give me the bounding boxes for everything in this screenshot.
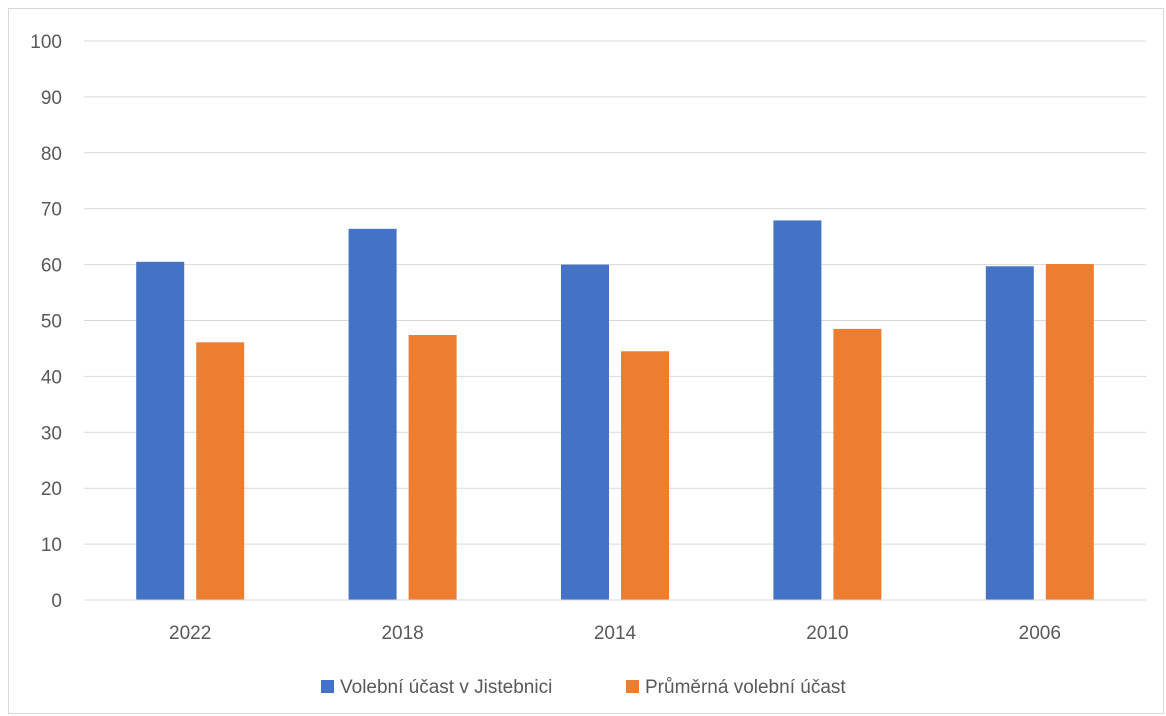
bar-average-2022: [196, 342, 245, 600]
x-tick-label: 2014: [594, 623, 637, 644]
legend-swatch: [626, 680, 639, 693]
bar-average-2006: [1045, 264, 1094, 600]
x-tick-label: 2018: [381, 623, 423, 644]
y-tick-label: 100: [30, 32, 62, 53]
x-tick-label: 2010: [806, 623, 848, 644]
legend: Volební účast v Jistebnici Průměrná voleb…: [321, 677, 846, 698]
x-tick-label: 2006: [1019, 623, 1061, 644]
gridlines: [84, 40, 1146, 545]
bar-average-2018: [408, 335, 457, 600]
y-tick-label: 0: [51, 591, 62, 612]
y-tick-label: 20: [41, 479, 62, 500]
x-tick-label: 2022: [169, 623, 211, 644]
bar-average-2014: [621, 351, 669, 600]
y-tick-label: 30: [41, 423, 62, 444]
legend-label: Průměrná volební účast: [645, 677, 846, 698]
bars: [136, 220, 1094, 600]
y-tick-label: 40: [41, 367, 62, 388]
bar-jistebnice-2006: [985, 266, 1034, 600]
y-tick-label: 90: [41, 88, 62, 109]
bar-jistebnice-2014: [561, 264, 609, 600]
legend-swatch: [321, 680, 334, 693]
x-axis-tick-labels: 2022 2018 2014 2010 2006: [169, 623, 1061, 644]
bar-average-2010: [833, 328, 882, 600]
y-tick-label: 50: [41, 312, 62, 333]
y-tick-label: 60: [41, 256, 62, 277]
y-tick-label: 70: [41, 200, 62, 221]
y-tick-label: 80: [41, 144, 62, 165]
y-axis-tick-labels: 0 10 20 30 40 50 60 70 80 90 100: [30, 32, 62, 612]
y-tick-label: 10: [41, 535, 62, 556]
legend-label: Volební účast v Jistebnici: [340, 677, 552, 698]
bar-jistebnice-2018: [348, 228, 397, 600]
bar-jistebnice-2010: [773, 220, 822, 600]
bar-jistebnice-2022: [136, 261, 185, 600]
